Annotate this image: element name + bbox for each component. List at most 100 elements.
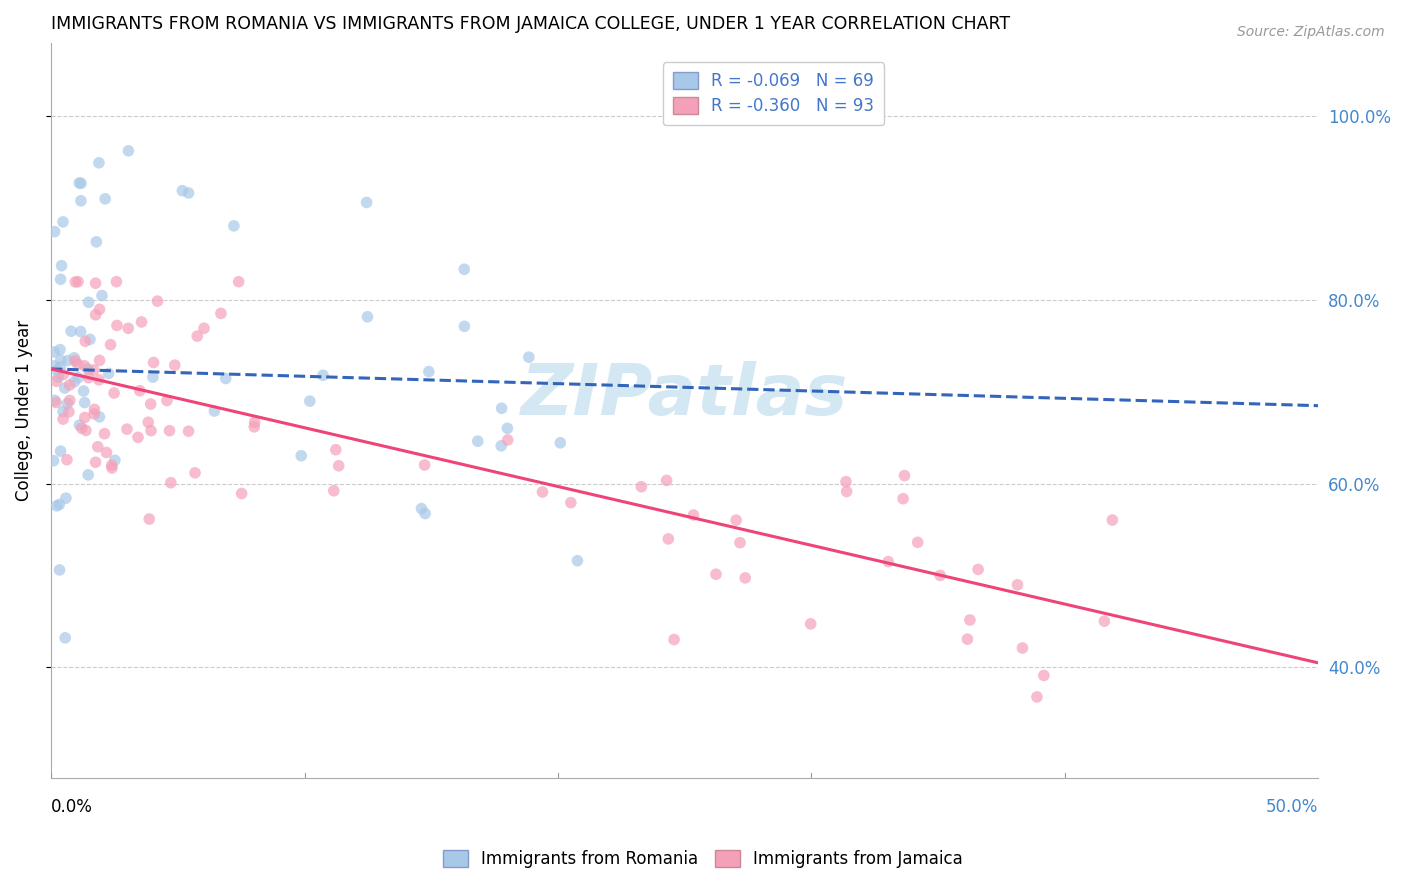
Point (44, 225, 66, 239)
Point (163, 358, 186, 372)
Point (131, 315, 153, 329)
Point (117, 321, 139, 335)
Point (139, 397, 162, 411)
Point (560, 495, 582, 509)
Point (411, 501, 433, 516)
Point (60, 324, 83, 338)
Point (413, 507, 436, 521)
Point (728, 535, 751, 549)
Point (877, 555, 900, 569)
Point (97, 367, 120, 381)
Point (42, 359, 65, 373)
Point (418, 365, 440, 379)
Point (202, 404, 225, 418)
Point (146, 294, 169, 309)
Point (298, 394, 321, 409)
Point (172, 184, 194, 198)
Point (70, 194, 93, 208)
Point (115, 422, 138, 436)
Point (53, 631, 76, 645)
Point (290, 449, 312, 463)
Point (100, 458, 122, 473)
Legend: R = -0.069   N = 69, R = -0.360   N = 93: R = -0.069 N = 69, R = -0.360 N = 93 (662, 62, 884, 125)
Point (73, 395, 96, 409)
Point (159, 424, 181, 438)
Point (56, 353, 79, 368)
Point (45, 499, 67, 513)
Point (89, 353, 111, 368)
Point (967, 562, 990, 576)
Point (139, 424, 162, 438)
Point (66, 357, 89, 371)
Point (117, 144, 139, 158)
Point (682, 508, 704, 522)
Point (69, 325, 91, 339)
Point (52, 412, 75, 426)
Point (73, 410, 96, 425)
Point (325, 442, 347, 457)
Point (79, 332, 101, 346)
Point (453, 319, 475, 334)
Point (491, 401, 513, 416)
Point (956, 632, 979, 647)
Point (75, 424, 97, 438)
Text: IMMIGRANTS FROM ROMANIA VS IMMIGRANTS FROM JAMAICA COLLEGE, UNDER 1 YEAR CORRELA: IMMIGRANTS FROM ROMANIA VS IMMIGRANTS FR… (51, 15, 1010, 33)
Point (49, 444, 72, 458)
Point (73, 359, 96, 373)
Point (52, 368, 75, 382)
Point (90, 288, 112, 302)
Point (136, 415, 159, 429)
Point (96, 445, 118, 459)
Point (156, 393, 179, 408)
Point (184, 466, 207, 480)
Point (517, 350, 540, 364)
Point (49, 359, 72, 374)
Point (63, 351, 86, 365)
Point (59, 393, 82, 408)
Point (83, 363, 105, 377)
Point (89, 409, 111, 424)
Point (1026, 690, 1049, 704)
Point (87, 156, 110, 170)
Point (63, 375, 86, 389)
Point (835, 475, 858, 489)
Point (489, 439, 512, 453)
Point (93, 426, 115, 441)
Point (94, 192, 117, 206)
Point (45, 395, 67, 409)
Point (105, 318, 128, 333)
Point (84, 308, 107, 322)
Point (725, 513, 748, 527)
Point (77, 467, 100, 482)
Point (550, 435, 572, 450)
Point (891, 491, 914, 506)
Point (77, 295, 100, 310)
Point (929, 568, 952, 582)
Point (49, 272, 72, 286)
Point (231, 486, 253, 500)
Point (356, 195, 378, 210)
Point (104, 453, 127, 467)
Point (67, 176, 90, 190)
Point (1032, 668, 1054, 682)
Text: Source: ZipAtlas.com: Source: ZipAtlas.com (1237, 25, 1385, 39)
Text: 0.0%: 0.0% (51, 797, 93, 816)
Point (193, 321, 215, 335)
Point (46, 363, 69, 377)
Point (66, 275, 89, 289)
Point (228, 275, 250, 289)
Point (142, 370, 165, 384)
Point (1092, 614, 1115, 628)
Point (48, 563, 70, 577)
Point (65, 275, 87, 289)
Point (75, 334, 97, 349)
Point (800, 616, 823, 631)
Point (84, 276, 107, 290)
Point (413, 458, 436, 472)
Point (1011, 640, 1033, 655)
Point (959, 613, 981, 627)
Point (83, 407, 105, 421)
Point (243, 416, 266, 430)
Y-axis label: College, Under 1 year: College, Under 1 year (15, 319, 32, 500)
Point (45, 374, 67, 388)
